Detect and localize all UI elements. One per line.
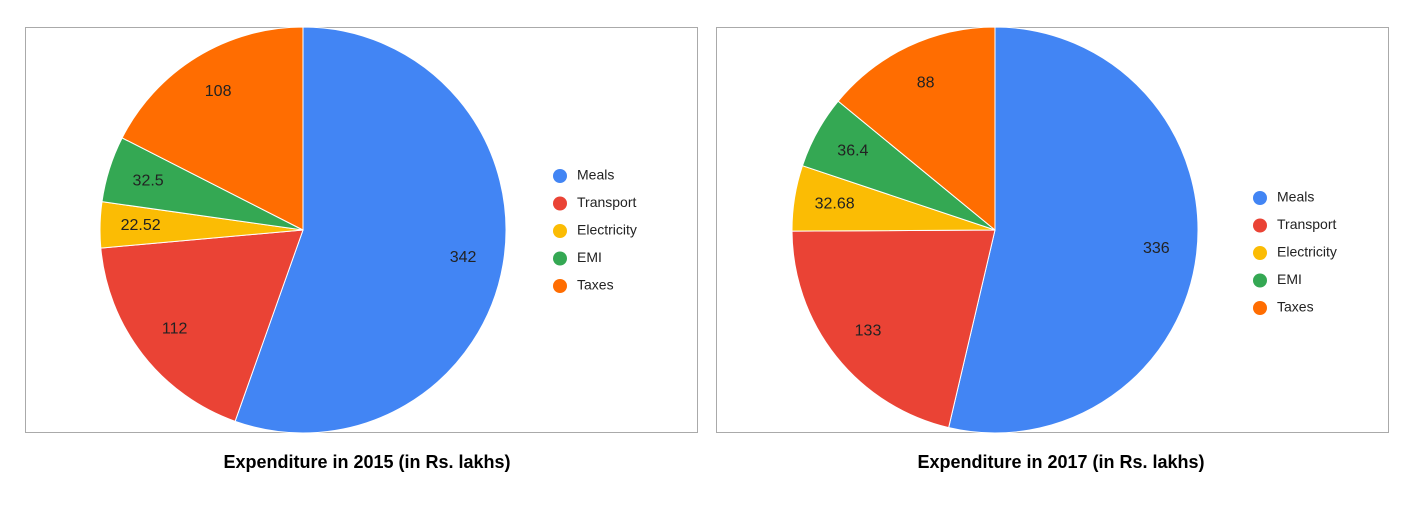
slice-label: 108 — [205, 83, 232, 100]
pie-slice — [100, 229, 304, 422]
legend-marker — [553, 224, 567, 238]
legend-label: Meals — [1277, 189, 1314, 205]
legend-marker — [1253, 191, 1267, 205]
legend-label: EMI — [577, 249, 602, 265]
pie-slice — [837, 26, 996, 232]
chart-title: Expenditure in 2015 (in Rs. lakhs) — [223, 452, 510, 472]
legend-label: Electricity — [1277, 244, 1337, 260]
legend-marker — [553, 196, 567, 211]
legend-label: Transport — [577, 194, 637, 210]
legend-marker — [553, 169, 567, 183]
legend-label: Taxes — [577, 277, 614, 293]
legend-label: Meals — [577, 167, 614, 183]
slice-label: 88 — [917, 74, 935, 91]
slice-label: 22.52 — [121, 217, 161, 234]
slice-label: 32.68 — [815, 196, 855, 213]
legend-marker — [553, 251, 567, 266]
slice-label: 36.4 — [837, 143, 868, 160]
pie-slice — [234, 26, 507, 434]
slice-label: 112 — [162, 321, 188, 338]
legend-label: Electricity — [577, 222, 637, 238]
slice-label: 342 — [450, 249, 477, 266]
legend-marker — [553, 279, 567, 293]
pie-slice — [791, 229, 996, 429]
pie-slice — [948, 26, 1199, 434]
pie-slice — [121, 26, 304, 231]
slice-label: 133 — [855, 322, 882, 339]
legend-label: EMI — [1277, 271, 1302, 287]
legend-marker — [1253, 273, 1267, 288]
slice-label: 336 — [1143, 240, 1170, 257]
legend-marker — [1253, 218, 1267, 233]
legend-label: Taxes — [1277, 299, 1314, 315]
legend-label: Transport — [1277, 216, 1337, 232]
legend-marker — [1253, 301, 1267, 315]
legend-marker — [1253, 246, 1267, 260]
slice-label: 32.5 — [133, 172, 164, 189]
chart-title: Expenditure in 2017 (in Rs. lakhs) — [917, 452, 1204, 472]
